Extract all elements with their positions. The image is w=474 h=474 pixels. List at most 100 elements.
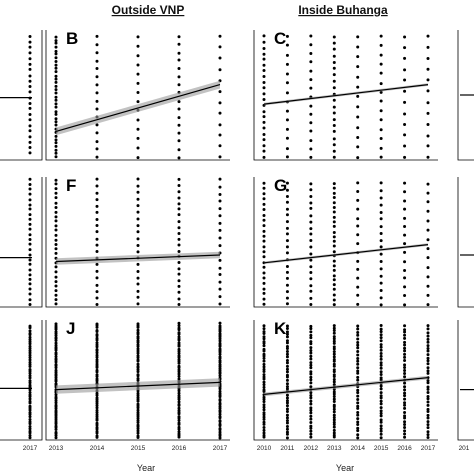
data-point [262,120,266,124]
data-point [403,224,407,228]
data-point [356,356,360,360]
data-point [403,403,407,407]
data-point [95,43,99,47]
data-point [426,56,430,60]
data-point [218,68,222,72]
data-point [28,34,32,38]
data-point [285,324,289,328]
data-point [403,340,407,344]
data-point [218,45,222,49]
data-point [54,134,58,138]
data-point [136,431,140,435]
data-point [403,46,407,50]
data-point [136,399,140,403]
data-point [177,148,181,152]
data-point [356,190,360,194]
data-point [262,349,266,353]
data-point [218,221,222,225]
data-point [285,401,289,405]
data-point [403,250,407,254]
axis-frame [457,320,474,441]
data-point [262,287,266,291]
data-point [309,399,313,403]
data-point [95,435,99,439]
data-point [379,281,383,285]
data-point [285,62,289,66]
data-point [426,334,430,338]
data-point [379,211,383,215]
data-point [379,232,383,235]
data-point [54,138,58,142]
x-tick-label: 2015 [131,445,146,452]
data-point [403,397,407,401]
data-point [28,303,32,307]
data-point [332,347,336,351]
data-point [54,95,58,99]
data-point [54,187,58,191]
data-point [379,34,383,38]
data-point [28,338,32,342]
data-point [54,224,58,228]
data-point [262,397,266,401]
data-point [309,60,313,64]
panel-l: 201 [457,320,474,452]
data-point [136,336,140,340]
data-point [426,426,430,430]
data-point [356,65,360,69]
data-point [356,343,360,347]
data-point [356,55,360,59]
data-point [28,390,32,394]
data-point [379,327,383,331]
data-point [285,419,289,423]
panel-letter: G [274,176,287,195]
data-point [332,337,336,341]
data-point [309,375,313,379]
data-point [218,280,222,284]
data-point [28,85,32,89]
data-point [309,258,313,262]
data-point [379,62,383,66]
data-point [136,378,140,382]
data-point [309,155,313,159]
data-point [332,215,336,219]
data-point [309,385,313,389]
data-point [262,341,266,345]
data-point [95,404,99,407]
data-point [379,71,383,75]
data-point [309,182,313,186]
data-point [54,339,58,342]
data-point [332,79,336,83]
data-point [356,401,360,405]
data-point [309,86,313,90]
data-point [426,45,430,49]
data-point [136,230,140,234]
data-point [356,181,360,185]
data-point [309,363,313,367]
data-point [426,430,430,434]
data-point [332,293,336,297]
data-point [28,146,32,150]
data-point [177,303,181,307]
data-point [379,239,383,243]
data-point [403,371,407,375]
data-point [28,282,32,286]
data-point [28,273,32,277]
data-point [426,111,430,115]
data-point [332,420,336,424]
data-point [28,397,32,401]
data-point [28,335,32,339]
data-point [54,251,58,255]
data-point [262,405,266,409]
data-point [262,428,266,432]
data-point [177,355,181,359]
data-point [95,51,99,55]
data-point [332,86,336,90]
data-point [136,282,140,286]
data-point [356,207,360,211]
data-point [95,276,99,280]
data-point [28,376,32,380]
data-point [262,362,266,366]
data-point [332,66,336,70]
data-point [177,156,181,160]
data-point [379,366,383,370]
